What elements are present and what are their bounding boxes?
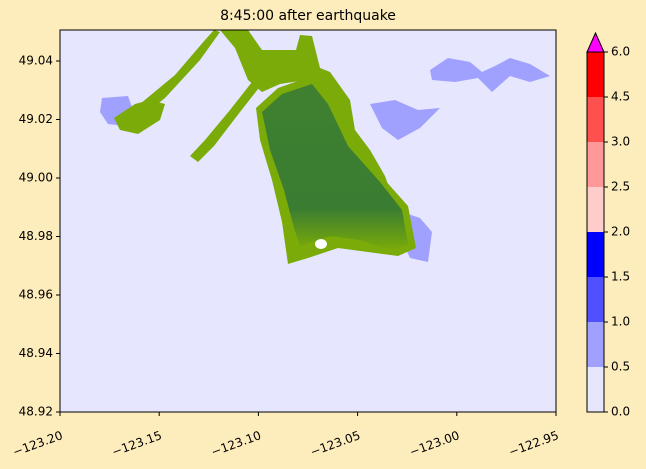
- land: [114, 100, 165, 134]
- chart-title: 8:45:00 after earthquake: [220, 8, 396, 24]
- x-tick-label: −123.20: [11, 428, 65, 459]
- colorbar-band: [587, 322, 604, 367]
- colorbar-band: [587, 232, 604, 277]
- colorbar-tick-label: 0.0: [611, 405, 630, 419]
- land: [140, 30, 220, 110]
- colorbar-tick-label: 1.5: [611, 270, 630, 284]
- colorbar-band: [587, 97, 604, 142]
- colorbar-tick-label: 2.0: [611, 225, 630, 239]
- x-tick-label: −123.10: [209, 428, 263, 459]
- land-deep: [262, 84, 408, 250]
- colorbar-tick-label: 3.0: [611, 135, 630, 149]
- colorbar-band: [587, 52, 604, 97]
- x-tick-label: −122.95: [507, 428, 561, 459]
- y-tick-label: 49.00: [19, 171, 53, 185]
- colorbar-band: [587, 142, 604, 187]
- inundation-patch: [430, 58, 550, 92]
- map-area: [59, 29, 557, 413]
- inundation-patch: [370, 100, 440, 140]
- y-tick-label: 48.96: [19, 288, 53, 302]
- x-tick-label: −123.05: [308, 428, 362, 459]
- land: [190, 70, 270, 162]
- colorbar-band: [587, 277, 604, 322]
- colorbar-band: [587, 187, 604, 232]
- y-tick-label: 48.92: [19, 405, 53, 419]
- land: [220, 30, 398, 210]
- colorbar-tick-label: 6.0: [611, 45, 630, 59]
- x-tick-label: −123.15: [110, 428, 164, 459]
- colorbar-band: [587, 367, 604, 412]
- x-tick-label: −123.00: [408, 428, 462, 459]
- island-gap: [315, 239, 327, 249]
- y-tick-label: 48.94: [19, 346, 53, 360]
- colorbar-extend: [586, 31, 605, 53]
- plot-frame: [59, 29, 557, 413]
- colorbar-tick-label: 1.0: [611, 315, 630, 329]
- colorbar-tick-label: 2.5: [611, 180, 630, 194]
- y-tick-label: 48.98: [19, 229, 53, 243]
- y-tick-label: 49.02: [19, 112, 53, 126]
- colorbar-tick-label: 4.5: [611, 90, 630, 104]
- colorbar-tick-label: 0.5: [611, 360, 630, 374]
- y-tick-label: 49.04: [19, 54, 53, 68]
